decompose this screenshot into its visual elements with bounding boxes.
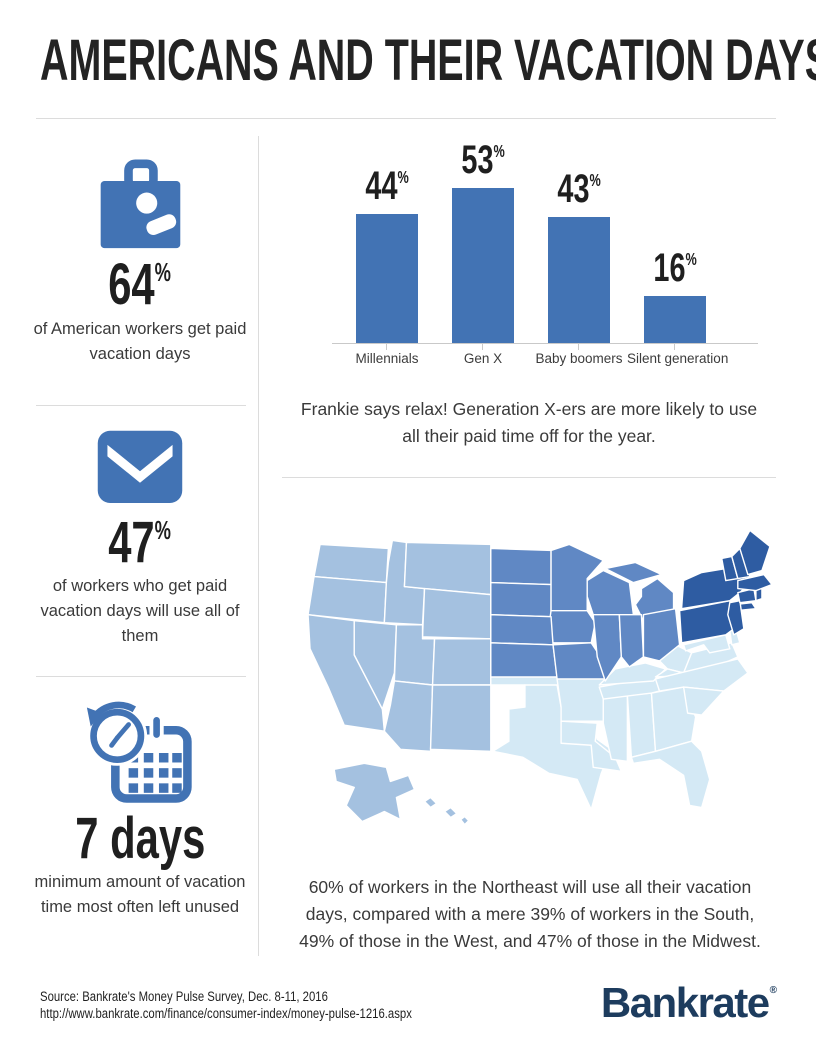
state-ne	[490, 614, 554, 646]
map-caption: 60% of workers in the Northeast will use…	[299, 877, 761, 951]
state-ks	[490, 642, 558, 678]
stat-use-all-days	[30, 427, 250, 505]
suitcase-icon	[100, 159, 181, 249]
axis-tick	[386, 343, 387, 350]
bar	[548, 217, 610, 343]
bar-group-gen-x: 53% Gen X	[435, 140, 531, 366]
bar	[356, 214, 418, 343]
stat-unused-days-number: 7 days	[30, 810, 250, 868]
envelope-icon	[97, 430, 183, 503]
source-line-2: http://www.bankrate.com/finance/consumer…	[40, 1006, 412, 1021]
column-divider	[258, 136, 259, 956]
state-oh	[642, 607, 681, 662]
bar	[452, 188, 514, 343]
stat-divider-2	[36, 676, 246, 677]
category-label: Baby boomers	[535, 351, 623, 366]
axis-tick	[578, 343, 579, 350]
page-title-text: AMERICANS AND THEIR VACATION DAYS	[40, 28, 816, 93]
right-column-divider	[282, 477, 776, 478]
bar-group-millennials: 44% Millennials	[339, 150, 435, 366]
state-me	[739, 529, 771, 576]
bar-value-label: 16%	[653, 246, 697, 290]
bar-group-silent-generation: 16% Silent generation	[627, 150, 728, 366]
bar-value-label: 44%	[365, 164, 409, 208]
stat-value: 7 days	[74, 806, 206, 871]
state-az	[383, 680, 434, 752]
state-hi3	[459, 815, 470, 826]
stat-value: 47	[108, 510, 156, 575]
bankrate-logo: Bankrate®	[520, 979, 777, 1026]
stat-divider-1	[36, 405, 246, 406]
state-ia	[548, 609, 596, 644]
stat-unit: %	[155, 258, 172, 287]
stat-use-all-days-caption: of workers who get paid vacation days wi…	[40, 577, 240, 645]
state-ky	[598, 662, 667, 686]
state-nv	[353, 620, 398, 710]
state-co	[431, 638, 492, 686]
state-fl	[630, 740, 711, 809]
stat-paid-vacation-caption: of American workers get paid vacation da…	[33, 320, 247, 363]
us-region-choropleth-map	[307, 529, 773, 826]
bar-group-baby-boomers: 43% Baby boomers	[531, 150, 627, 366]
source-note: Source: Bankrate's Money Pulse Survey, D…	[40, 988, 483, 1022]
stat-value: 64	[108, 252, 156, 317]
bar-value-label: 43%	[557, 167, 601, 211]
state-sc	[682, 686, 725, 716]
state-wy	[421, 587, 492, 640]
clock-calendar-icon	[86, 701, 192, 803]
generations-bar-chart: 44% Millennials 53% Gen X 43% Baby boomers 16%…	[282, 140, 776, 380]
bar-value-label: 53%	[461, 138, 505, 182]
state-il	[592, 614, 623, 682]
page-title: AMERICANS AND THEIR VACATION DAYS	[40, 32, 816, 90]
stat-paid-vacation-number: 64%	[30, 256, 250, 314]
state-ma	[737, 573, 773, 592]
state-al	[626, 692, 657, 759]
title-divider	[36, 118, 776, 119]
stat-paid-vacation	[30, 158, 250, 252]
axis-tick	[482, 343, 483, 350]
state-nd	[490, 547, 552, 586]
x-axis-line	[332, 343, 758, 344]
state-nj	[727, 599, 745, 636]
state-hi1	[423, 796, 438, 809]
state-in	[618, 614, 645, 668]
stat-unused-days-caption: minimum amount of vacation time most oft…	[34, 873, 246, 916]
state-nm	[429, 684, 492, 752]
state-nh	[731, 547, 751, 580]
source-line-1: Source: Bankrate's Money Pulse Survey, D…	[40, 989, 328, 1004]
state-ak	[333, 762, 416, 823]
state-sd	[490, 581, 552, 618]
registered-mark: ®	[769, 985, 777, 996]
category-label: Gen X	[463, 351, 503, 366]
bankrate-logo-text: Bankrate	[600, 979, 770, 1026]
stat-unused-days	[30, 698, 250, 808]
state-mi_up	[604, 561, 663, 584]
category-label: Millennials	[355, 351, 419, 366]
bar-chart-caption: Frankie says relax! Generation X-ers are…	[300, 399, 758, 446]
stat-use-all-days-number: 47%	[30, 514, 250, 572]
stat-unit: %	[155, 516, 172, 545]
state-la	[560, 720, 623, 773]
state-hi2	[443, 806, 458, 819]
axis-tick	[674, 343, 675, 350]
state-mt	[403, 541, 492, 596]
bar	[644, 296, 706, 343]
category-label: Silent generation	[627, 351, 729, 366]
